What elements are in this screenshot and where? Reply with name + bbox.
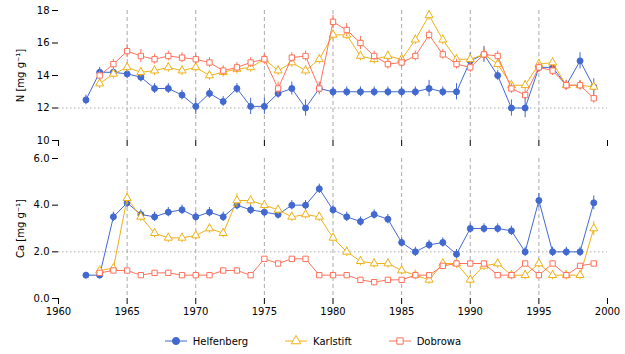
html-text:Karlstift: Karlstift	[313, 335, 352, 347]
svg-text:1985: 1985	[389, 306, 414, 317]
svg-text:2000: 2000	[595, 306, 620, 317]
svg-text:1990: 1990	[458, 306, 483, 317]
svg-text:18: 18	[37, 5, 50, 16]
svg-text:14: 14	[37, 70, 50, 81]
svg-text:Ca [mg g⁻¹]: Ca [mg g⁻¹]	[15, 199, 26, 258]
svg-text:1975: 1975	[252, 306, 277, 317]
svg-text:12: 12	[37, 102, 50, 113]
svg-text:2.0: 2.0	[34, 246, 50, 257]
svg-text:6.0: 6.0	[34, 153, 50, 164]
html-text:Dobrowa: Dobrowa	[416, 335, 462, 347]
svg-text:0.0: 0.0	[34, 293, 50, 304]
html-text:Helfenberg: Helfenberg	[192, 335, 249, 347]
svg-text:1965: 1965	[114, 306, 139, 317]
svg-text:1980: 1980	[320, 306, 345, 317]
svg-text:1960: 1960	[46, 306, 71, 317]
svg-text:N [mg g⁻¹]: N [mg g⁻¹]	[15, 49, 26, 102]
svg-text:1995: 1995	[526, 306, 551, 317]
svg-text:4.0: 4.0	[34, 199, 50, 210]
svg-text:10: 10	[37, 135, 50, 146]
svg-text:1970: 1970	[183, 306, 208, 317]
svg-text:16: 16	[37, 37, 50, 48]
